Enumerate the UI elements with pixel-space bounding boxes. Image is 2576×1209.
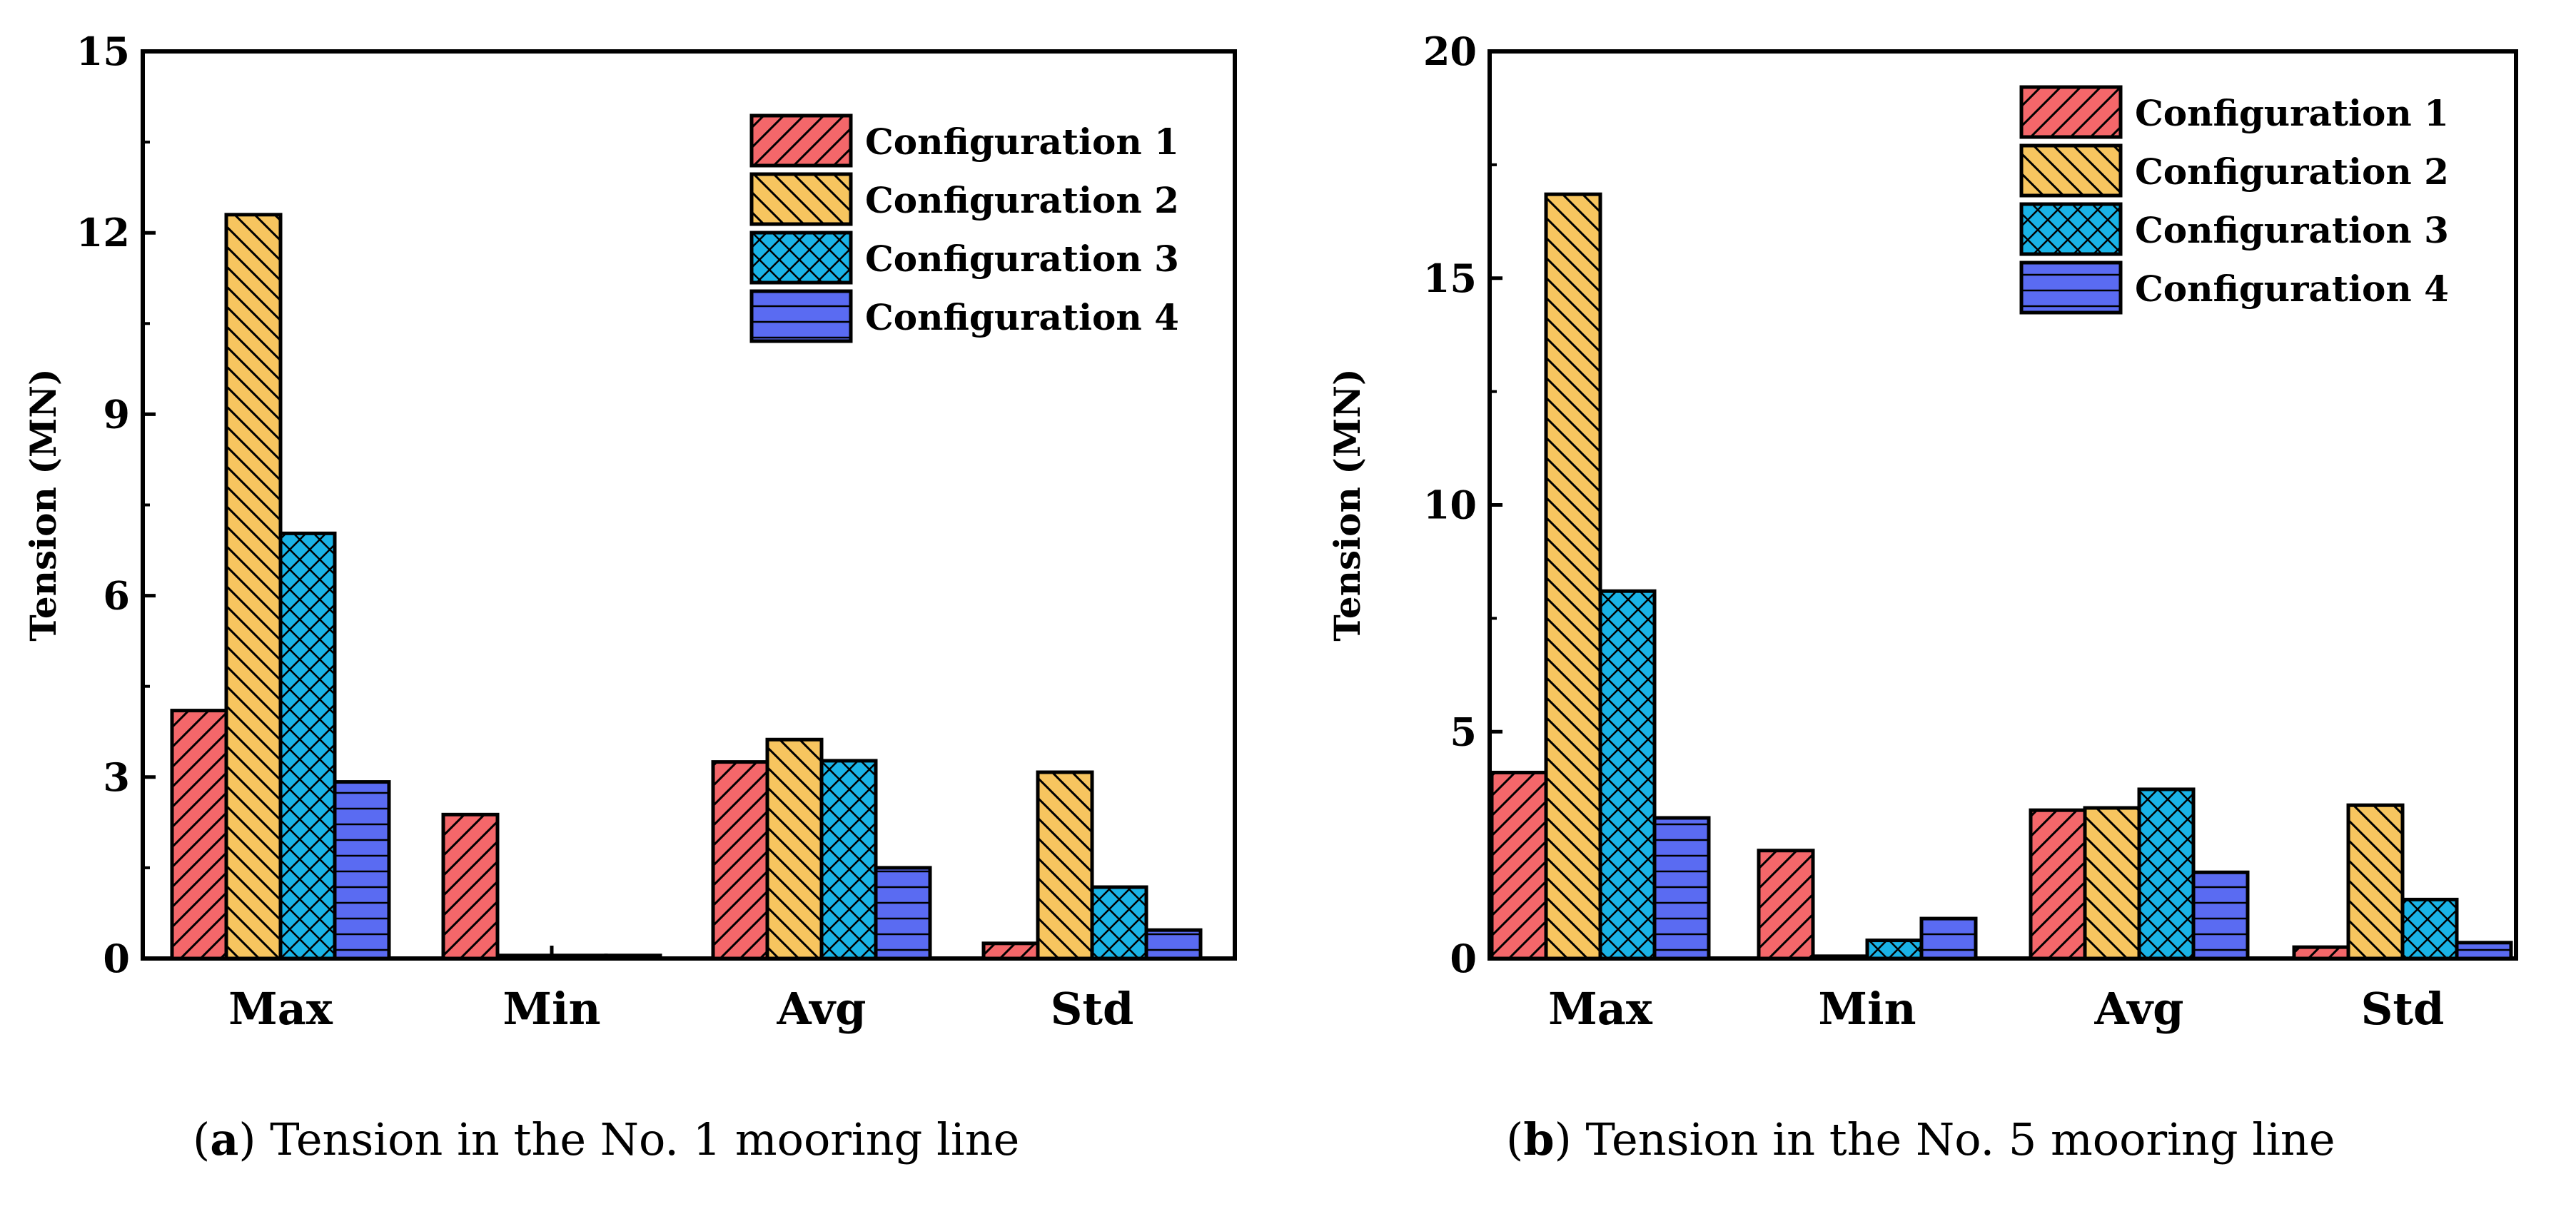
y-tick-label: 3 [103,754,130,800]
x-tick-label-avg: Avg [2094,983,2184,1035]
y-tick-label: 0 [103,936,130,981]
chart-panel-b: 0 5 10 15 20 Tension (MN) Max Min Avg Std Configur… [1288,0,2576,1209]
bar-min-config-2 [495,953,554,961]
bar-std-config-1 [2292,945,2350,961]
y-tick-label: 6 [103,573,130,619]
bar-max-config-4 [333,780,391,961]
legend-swatch-config-4 [2019,260,2123,315]
legend-label-config-2: Configuration 2 [2135,151,2449,193]
legend-label-config-1: Configuration 1 [2135,92,2449,134]
x-tick-label-min: Min [1818,983,1916,1035]
bar-min-config-3 [550,953,608,961]
legend-label-config-3: Configuration 3 [865,238,1179,280]
legend-swatch-config-1 [2019,85,2123,139]
legend-label-config-4: Configuration 4 [865,296,1179,338]
caption-b: (b) Tension in the No. 5 mooring line [1506,1113,2335,1165]
y-tick-label: 15 [76,29,130,74]
bar-max-config-3 [1598,589,1657,961]
bar-avg-config-1 [711,760,769,961]
x-tick-label-avg: Avg [777,983,867,1035]
legend-swatch-config-3 [749,231,853,285]
legend-swatch-config-2 [2019,143,2123,198]
bar-max-config-4 [1652,816,1711,961]
y-axis-title: Tension (MN) [22,368,64,641]
bar-min-config-1 [1757,849,1815,961]
y-tick-label: 15 [1423,256,1477,301]
x-tick-label-min: Min [502,983,600,1035]
y-tick-label: 5 [1450,709,1477,754]
x-tick-label-std: Std [1051,983,1134,1035]
x-tick-label-std: Std [2361,983,2445,1035]
chart-panel-a: 0 3 6 9 12 15 Tension (MN) Max Min Avg Std Configur… [22,29,1237,1165]
y-axis-title: Tension (MN) [1326,368,1368,641]
y-tick-label: 12 [76,210,130,256]
y-tick-label: 0 [1450,936,1477,981]
legend-swatch-config-2 [749,172,853,226]
bar-max-config-1 [1490,770,1548,961]
bar-std-config-2 [2346,803,2405,961]
bar-avg-config-2 [765,737,824,961]
bar-max-config-1 [170,709,228,961]
legend-label-config-1: Configuration 1 [865,121,1179,163]
bar-min-config-2 [1811,954,1869,961]
bar-max-config-2 [1544,192,1602,961]
legend-swatch-config-4 [749,289,853,343]
bar-min-config-4 [1919,916,1978,961]
legend-swatch-config-3 [2019,202,2123,256]
bar-std-config-2 [1036,770,1094,961]
bar-avg-config-4 [874,866,932,961]
bar-max-config-3 [278,531,337,961]
legend-swatch-config-1 [749,113,853,168]
bar-min-config-3 [1865,939,1924,961]
caption-a: (a) Tension in the No. 1 mooring line [193,1113,1020,1165]
chart-b: 0 5 10 15 20 Tension (MN) Max Min Avg Std Configur… [1326,29,2518,1035]
bar-avg-config-3 [2137,787,2196,961]
x-tick-label-max: Max [228,983,333,1035]
bar-std-config-3 [1090,885,1148,961]
y-tick-label: 20 [1423,29,1477,74]
bar-std-config-4 [2455,941,2513,961]
chart-a: 0 3 6 9 12 15 Tension (MN) Max Min Avg Std Configur… [22,29,1237,1035]
y-tick-label: 9 [103,391,130,437]
bar-avg-config-1 [2029,808,2087,961]
legend-label-config-3: Configuration 3 [2135,209,2449,251]
bar-avg-config-3 [819,759,878,961]
legend-label-config-2: Configuration 2 [865,179,1179,221]
bar-std-config-4 [1144,928,1203,961]
x-tick-label-max: Max [1548,983,1653,1035]
legend-label-config-4: Configuration 4 [2135,268,2449,310]
bar-avg-config-2 [2083,806,2141,961]
bar-min-config-4 [604,953,662,961]
bar-std-config-3 [2400,897,2459,961]
bar-max-config-2 [224,213,283,961]
bar-std-config-1 [981,941,1040,961]
bar-min-config-1 [441,812,500,961]
bar-avg-config-4 [2191,870,2250,961]
y-tick-label: 10 [1423,482,1477,528]
